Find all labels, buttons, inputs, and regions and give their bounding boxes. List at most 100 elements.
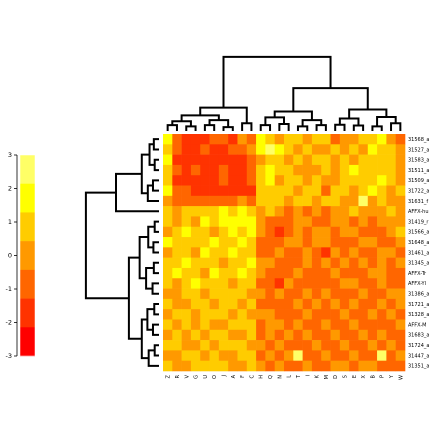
heatmap-cell — [349, 144, 359, 155]
heatmap-cell — [377, 226, 387, 238]
heatmap-cell — [367, 329, 378, 341]
heatmap-cell — [246, 257, 257, 269]
heatmap-cell — [302, 350, 313, 361]
heatmap-cell — [209, 134, 220, 145]
heatmap-cell — [339, 216, 350, 228]
heatmap-cell — [302, 329, 313, 341]
heatmap-cell — [395, 206, 406, 217]
heatmap-cell — [395, 216, 406, 228]
heatmap-cell — [172, 257, 182, 269]
heatmap-cell — [395, 360, 406, 372]
heatmap-cell — [339, 257, 350, 269]
heatmap-cell — [200, 360, 210, 372]
heatmap-cell — [228, 185, 238, 197]
heatmap-cell — [181, 329, 192, 341]
column-label: P — [380, 375, 386, 378]
heatmap-cell — [377, 360, 387, 372]
heatmap-cell — [321, 329, 331, 341]
heatmap-cell — [321, 257, 331, 269]
heatmap-cell — [386, 195, 396, 207]
row-label: 31527_a — [408, 147, 429, 153]
heatmap-cell — [256, 267, 266, 279]
heatmap-cell — [218, 340, 229, 351]
heatmap-cell — [274, 216, 285, 228]
heatmap-cell — [367, 360, 378, 372]
heatmap-cell — [172, 206, 182, 217]
heatmap-cell — [237, 329, 248, 341]
heatmap-cell — [246, 329, 257, 341]
heatmap-cell — [256, 288, 266, 300]
heatmap-cell — [265, 134, 275, 145]
heatmap-cell — [274, 350, 285, 361]
heatmap-cell — [190, 278, 201, 289]
heatmap-cell — [395, 267, 406, 279]
heatmap-cell — [200, 175, 210, 186]
heatmap-cell — [377, 288, 387, 300]
heatmap-cell — [265, 175, 275, 186]
heatmap-cell — [228, 288, 238, 300]
heatmap-cell — [256, 195, 266, 207]
heatmap-cell — [209, 185, 220, 197]
heatmap-cell — [209, 216, 220, 228]
heatmap-cell — [256, 175, 266, 186]
heatmap-cell — [218, 237, 229, 248]
heatmap-cell — [302, 144, 313, 155]
heatmap-cell — [367, 206, 378, 217]
heatmap-cell — [284, 144, 294, 155]
heatmap-cell — [228, 257, 238, 269]
heatmap-cell — [339, 278, 350, 289]
heatmap-cell — [200, 278, 210, 289]
heatmap-cell — [218, 154, 229, 166]
heatmap-cell — [367, 288, 378, 300]
heatmap-cell — [349, 257, 359, 269]
heatmap-cell — [302, 319, 313, 331]
heatmap-cell — [377, 340, 387, 351]
heatmap-cell — [293, 298, 303, 310]
heatmap-cell — [367, 309, 378, 320]
heatmap-cell — [386, 257, 396, 269]
heatmap-cell — [395, 164, 406, 176]
column-label: H — [259, 375, 265, 379]
heatmap-cell — [293, 247, 303, 258]
heatmap-cell — [172, 360, 182, 372]
heatmap-cell — [395, 340, 406, 351]
heatmap-cell — [302, 206, 313, 217]
heatmap-cell — [274, 247, 285, 258]
heatmap-cell — [367, 226, 378, 238]
heatmap-cell — [349, 319, 359, 331]
heatmap-cell — [284, 319, 294, 331]
heatmap-cell — [172, 247, 182, 258]
heatmap-cell — [163, 298, 173, 310]
heatmap-cell — [228, 278, 238, 289]
column-label: W — [398, 375, 404, 380]
heatmap-cell — [190, 309, 201, 320]
heatmap-cell — [284, 257, 294, 269]
heatmap-cell — [163, 340, 173, 351]
column-label: Q — [268, 375, 274, 379]
heatmap-cell — [349, 164, 359, 176]
heatmap-cell — [172, 195, 182, 207]
heatmap-cell — [265, 164, 275, 176]
heatmap-cell — [209, 154, 220, 166]
column-label: D — [333, 375, 339, 379]
heatmap-cell — [265, 298, 275, 310]
heatmap-cell — [209, 247, 220, 258]
heatmap-cell — [218, 278, 229, 289]
dendrogram-branch — [185, 125, 197, 131]
heatmap-cell — [190, 340, 201, 351]
heatmap-cell — [209, 237, 220, 248]
heatmap-cell — [181, 247, 192, 258]
heatmap-cells — [163, 134, 406, 372]
heatmap-cell — [218, 195, 229, 207]
row-label: 31631_f — [408, 199, 428, 205]
heatmap-cell — [181, 237, 192, 248]
heatmap-cell — [302, 278, 313, 289]
heatmap-cell — [377, 319, 387, 331]
heatmap-cell — [265, 360, 275, 372]
heatmap-cell — [395, 185, 406, 197]
row-label: AFFX-Yl — [408, 281, 426, 287]
heatmap-cell — [311, 329, 322, 341]
heatmap-cell — [311, 216, 322, 228]
column-label: B — [370, 374, 376, 378]
heatmap-cell — [246, 267, 257, 279]
